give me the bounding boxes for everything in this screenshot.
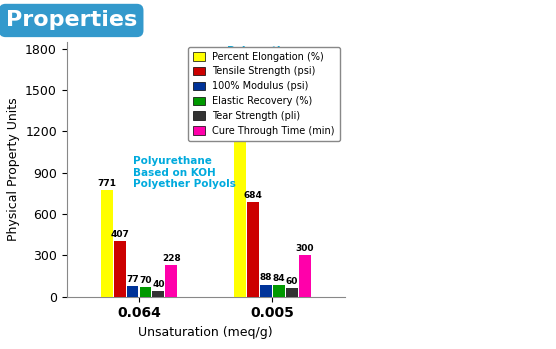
Bar bbox=[247, 202, 259, 297]
Text: 407: 407 bbox=[110, 230, 129, 238]
Bar bbox=[234, 102, 246, 297]
Text: 60: 60 bbox=[286, 277, 298, 286]
Text: 84: 84 bbox=[272, 274, 285, 283]
Text: Polyurethane
Based on KOH
Polyether Polyols: Polyurethane Based on KOH Polyether Poly… bbox=[133, 156, 236, 189]
Bar bbox=[260, 284, 272, 297]
Bar bbox=[152, 291, 165, 297]
Bar bbox=[166, 265, 177, 297]
Text: Properties: Properties bbox=[6, 10, 137, 30]
Y-axis label: Physical Property Units: Physical Property Units bbox=[7, 97, 19, 241]
Text: 300: 300 bbox=[296, 244, 314, 253]
Bar bbox=[127, 286, 138, 297]
Bar bbox=[286, 288, 298, 297]
Legend: Percent Elongation (%), Tensile Strength (psi), 100% Modulus (psi), Elastic Reco: Percent Elongation (%), Tensile Strength… bbox=[188, 47, 340, 141]
Bar bbox=[299, 255, 311, 297]
Text: 70: 70 bbox=[139, 276, 152, 285]
X-axis label: Unsaturation (meq/g): Unsaturation (meq/g) bbox=[138, 326, 273, 339]
Bar bbox=[113, 240, 126, 297]
Bar bbox=[273, 285, 285, 297]
Text: Polyurethane
Based on Acclaim
Polyether Polyols: Polyurethane Based on Acclaim Polyether … bbox=[215, 46, 319, 79]
Text: 228: 228 bbox=[162, 254, 181, 263]
Text: 684: 684 bbox=[244, 191, 262, 200]
Text: 1412: 1412 bbox=[227, 91, 252, 100]
Text: 77: 77 bbox=[126, 275, 139, 284]
Bar bbox=[140, 287, 151, 297]
Text: 771: 771 bbox=[97, 179, 116, 188]
Text: 40: 40 bbox=[152, 280, 165, 289]
Text: 88: 88 bbox=[260, 274, 272, 282]
Bar bbox=[101, 191, 112, 297]
